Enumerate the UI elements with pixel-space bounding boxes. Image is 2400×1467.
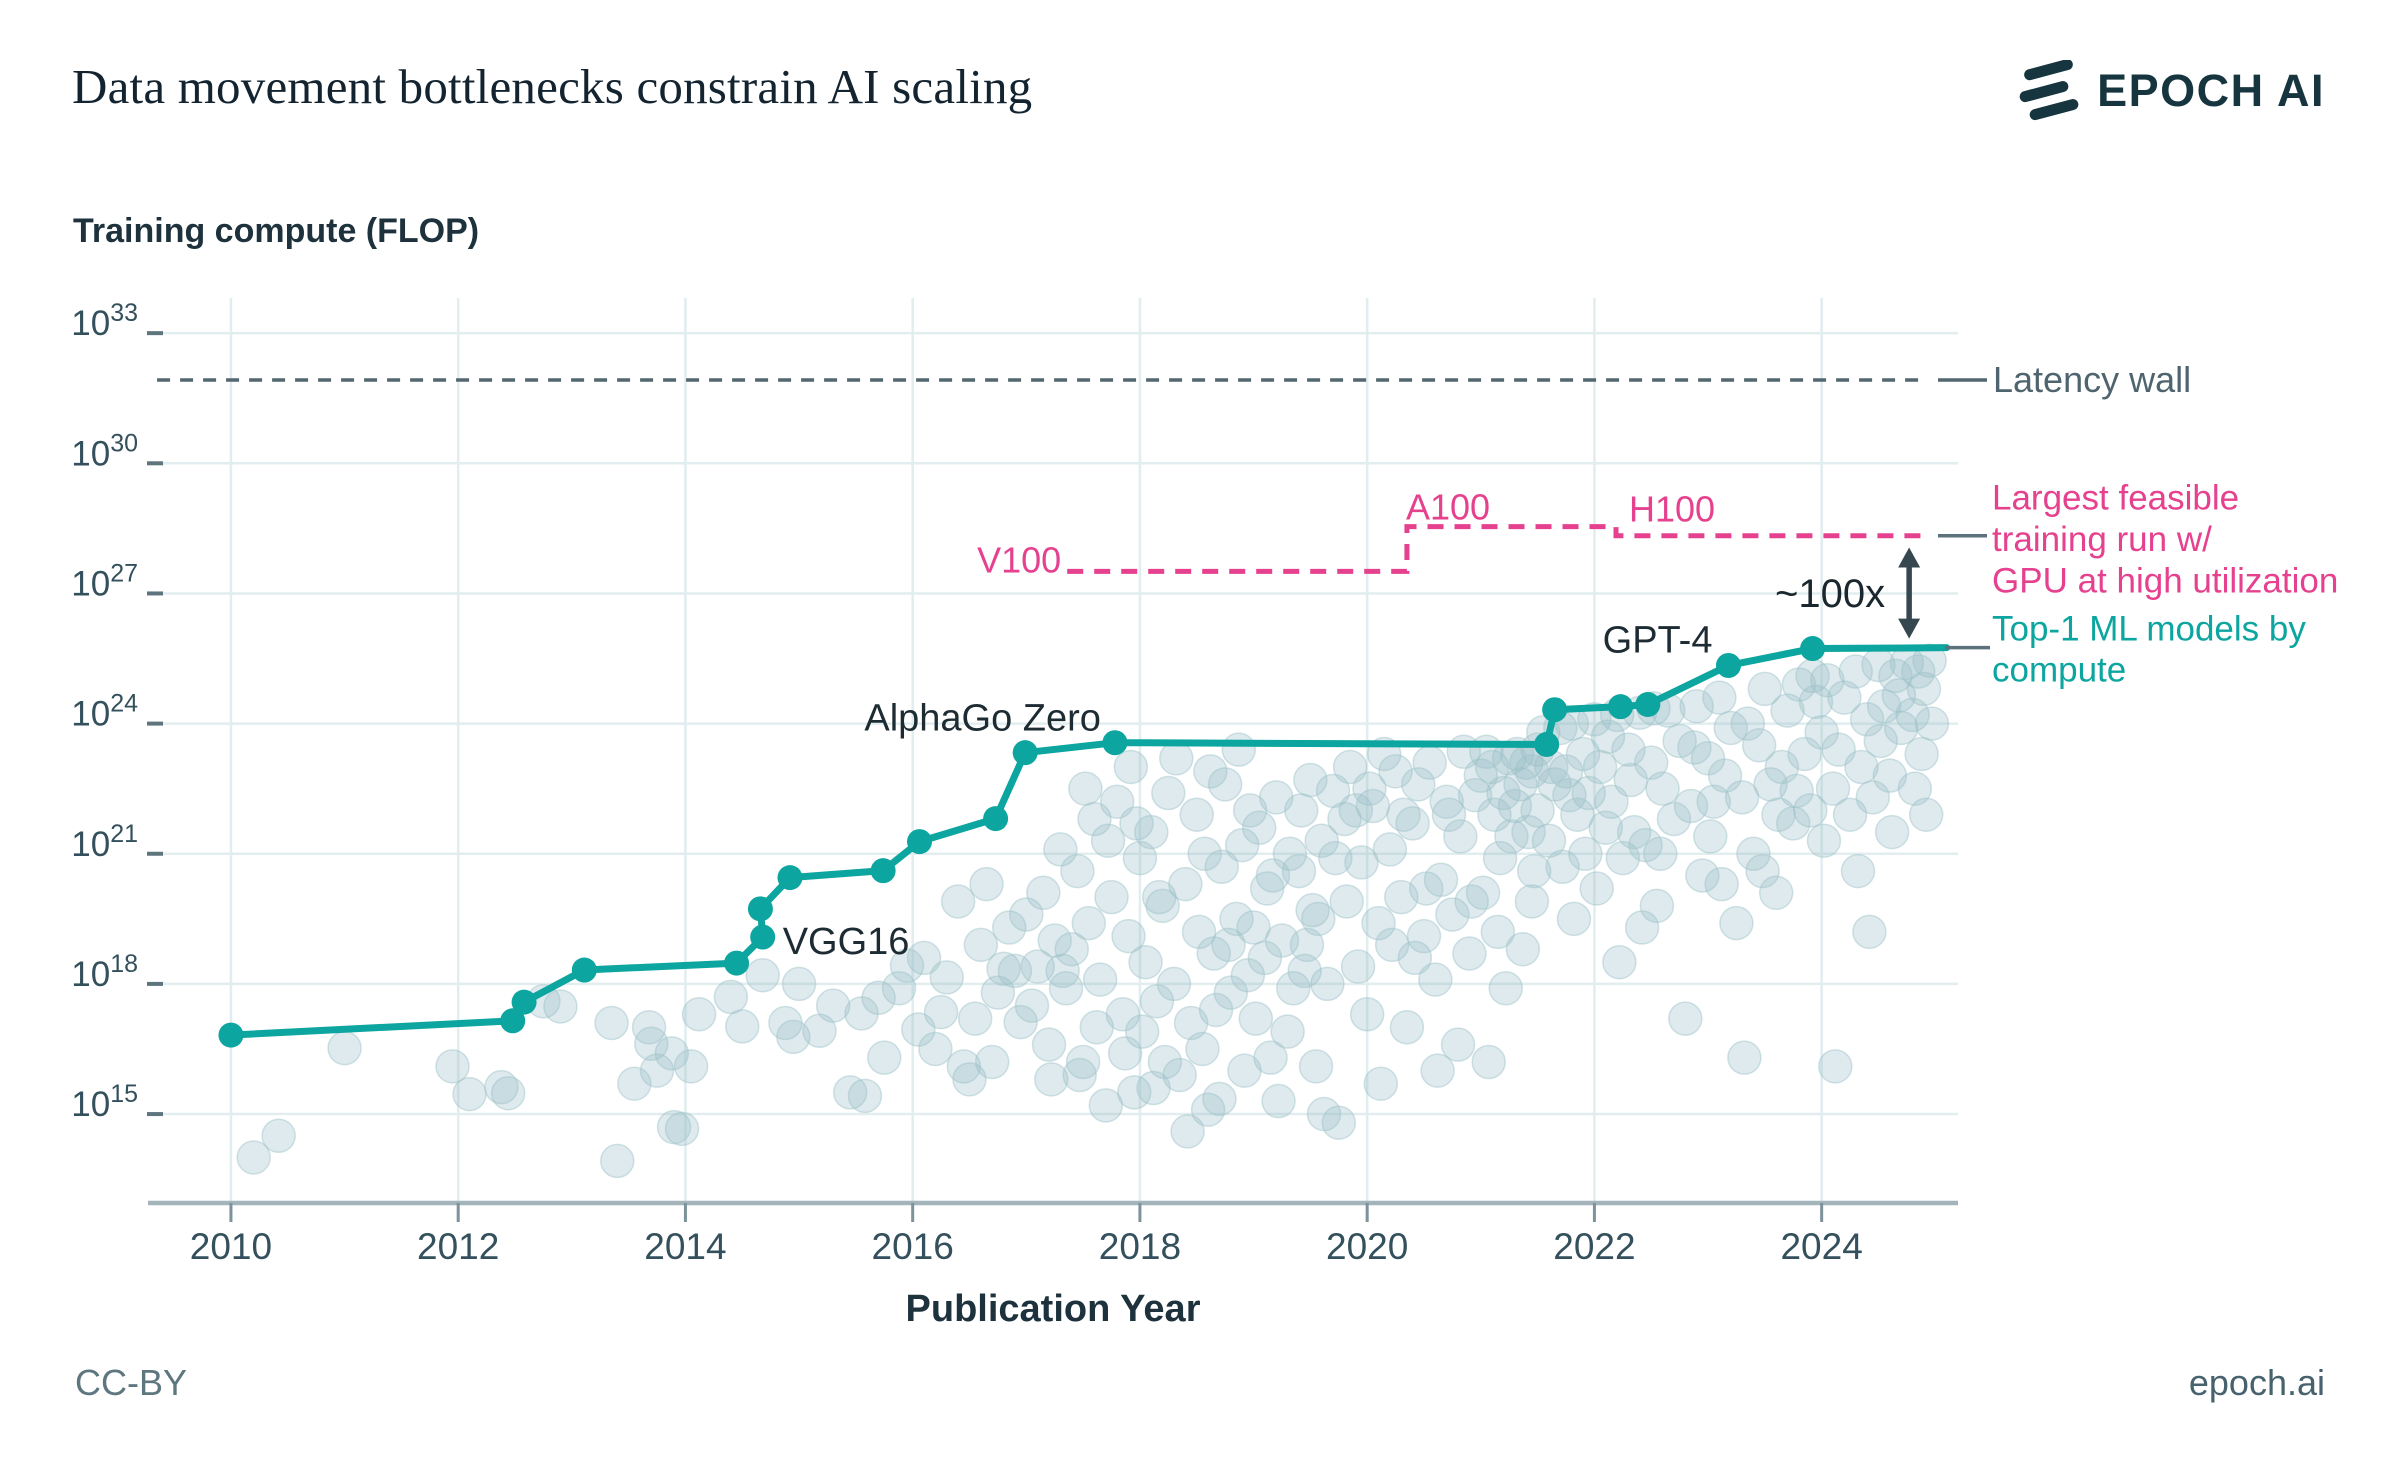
svg-text:2018: 2018 (1099, 1226, 1181, 1267)
scale-arrow: ~100x (1775, 547, 1921, 639)
svg-text:Top-1 ML models by: Top-1 ML models by (1992, 610, 2306, 649)
svg-text:Largest feasible: Largest feasible (1992, 479, 2239, 518)
axes (147, 331, 1958, 1222)
svg-text:compute: compute (1992, 651, 2126, 690)
gridlines (160, 298, 1958, 1203)
svg-text:1030: 1030 (71, 429, 138, 473)
svg-text:2010: 2010 (190, 1226, 272, 1267)
svg-text:2024: 2024 (1780, 1226, 1862, 1267)
svg-text:Latency wall: Latency wall (1993, 359, 2191, 400)
svg-text:1033: 1033 (71, 299, 138, 343)
svg-text:1021: 1021 (71, 820, 138, 864)
svg-text:A100: A100 (1406, 487, 1490, 528)
brand-text: EPOCH AI (2097, 65, 2325, 116)
svg-text:GPU at high utilization: GPU at high utilization (1992, 562, 2338, 601)
svg-text:VGG16: VGG16 (783, 921, 910, 963)
footer-site: epoch.ai (2188, 1362, 2325, 1403)
svg-text:2016: 2016 (872, 1226, 954, 1267)
svg-text:2022: 2022 (1553, 1226, 1635, 1267)
svg-text:~100x: ~100x (1775, 572, 1885, 616)
svg-text:2012: 2012 (417, 1226, 499, 1267)
svg-text:1015: 1015 (71, 1080, 138, 1124)
svg-text:1018: 1018 (71, 950, 138, 994)
svg-text:2014: 2014 (644, 1226, 726, 1267)
scatter-points (236, 643, 1950, 1179)
svg-text:AlphaGo Zero: AlphaGo Zero (864, 698, 1101, 740)
svg-text:1024: 1024 (71, 690, 138, 734)
svg-text:GPT-4: GPT-4 (1603, 619, 1713, 661)
latency-wall: Latency wall (157, 359, 2191, 400)
footer-license: CC-BY (75, 1362, 188, 1403)
page-title: Data movement bottlenecks constrain AI s… (72, 59, 1033, 114)
legend-labels: Largest feasible training run w/GPU at h… (1992, 479, 2338, 690)
epoch-logo-icon (2019, 60, 2079, 121)
model-annotations: VGG16 AlphaGo Zero GPT-4 (783, 619, 1713, 963)
y-axis-title: Training compute (FLOP) (73, 212, 480, 250)
svg-text:2020: 2020 (1326, 1226, 1408, 1267)
svg-text:V100: V100 (977, 539, 1061, 580)
brand-logo: EPOCH AI (2015, 60, 2325, 122)
svg-text:H100: H100 (1629, 489, 1715, 530)
svg-text:1027: 1027 (71, 559, 138, 603)
axis-tick-labels: 2010 2012 2014 2016 2018 2020 2022 2024 1015 1018… (71, 299, 1863, 1267)
x-axis-title: Publication Year (905, 1288, 1201, 1330)
gpu-feasible-line: V100 A100 H100 (977, 487, 1987, 580)
svg-text:training run w/: training run w/ (1992, 520, 2212, 559)
frontier-series (218, 636, 1990, 1048)
